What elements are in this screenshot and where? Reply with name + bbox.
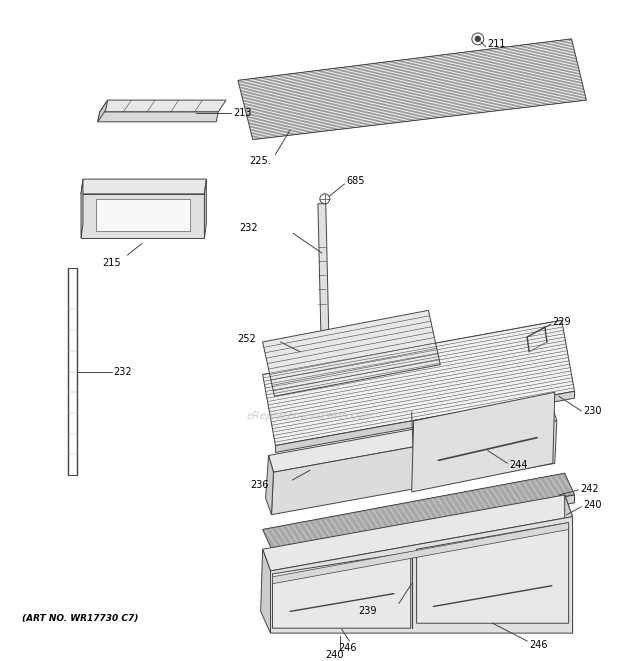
Polygon shape: [81, 179, 206, 194]
Polygon shape: [81, 194, 205, 238]
Polygon shape: [263, 320, 575, 446]
Polygon shape: [100, 100, 226, 112]
Polygon shape: [412, 392, 555, 492]
Polygon shape: [263, 495, 572, 571]
Polygon shape: [417, 523, 569, 623]
Text: 242: 242: [580, 484, 599, 494]
Text: 232: 232: [113, 367, 132, 377]
Text: (ART NO. WR17730 C7): (ART NO. WR17730 C7): [22, 614, 138, 623]
Polygon shape: [270, 517, 572, 633]
Text: 232: 232: [239, 223, 257, 233]
Polygon shape: [268, 404, 557, 472]
Text: 215: 215: [103, 258, 122, 268]
Text: eReplacementParts.com: eReplacementParts.com: [246, 411, 374, 421]
Text: 246: 246: [339, 643, 356, 653]
Text: 229: 229: [552, 317, 570, 327]
Polygon shape: [275, 391, 575, 453]
Polygon shape: [273, 523, 569, 584]
Polygon shape: [205, 179, 206, 238]
Text: 230: 230: [583, 406, 602, 416]
Polygon shape: [260, 549, 270, 633]
Text: 240: 240: [326, 650, 344, 660]
Polygon shape: [81, 179, 83, 238]
Polygon shape: [273, 495, 575, 559]
Polygon shape: [98, 112, 218, 122]
Polygon shape: [273, 552, 410, 628]
Polygon shape: [318, 204, 329, 332]
Polygon shape: [98, 100, 108, 122]
Polygon shape: [238, 39, 587, 139]
Polygon shape: [265, 455, 273, 515]
Text: 213: 213: [233, 108, 252, 118]
Polygon shape: [263, 311, 440, 396]
Text: 211: 211: [488, 39, 506, 49]
Circle shape: [476, 36, 480, 42]
Text: 225.: 225.: [249, 156, 270, 167]
Text: 244: 244: [510, 460, 528, 471]
Text: 239: 239: [358, 606, 377, 617]
Text: 252: 252: [237, 334, 255, 344]
Text: 246: 246: [529, 640, 547, 650]
Polygon shape: [96, 199, 190, 231]
Polygon shape: [272, 421, 557, 515]
Text: 685: 685: [347, 176, 365, 186]
Polygon shape: [565, 495, 572, 633]
Text: 236: 236: [250, 480, 268, 490]
Polygon shape: [263, 473, 575, 551]
Text: 240: 240: [583, 500, 602, 510]
